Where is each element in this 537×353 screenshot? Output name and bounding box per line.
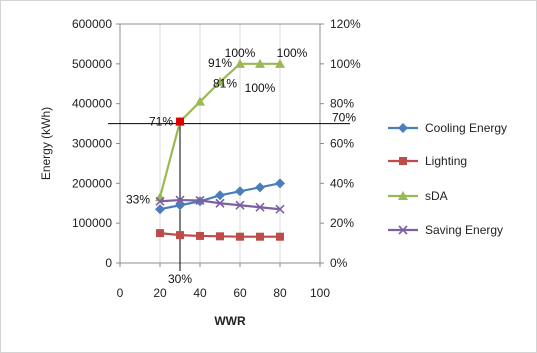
data-point-saving-energy [175, 195, 185, 205]
legend: Cooling Energy Lighting sDA Saving Energy [388, 121, 507, 237]
x-tick-label: 20 [153, 286, 167, 300]
legend-swatch-marker [398, 225, 408, 235]
left-tick-label: 200000 [72, 176, 112, 190]
data-point-sda [195, 96, 205, 106]
data-point-saving-energy [155, 196, 165, 206]
data-point-cooling-energy [275, 178, 285, 189]
right-axis-ticks: 0% 20% 40% 60% 80% 100% 120% [320, 17, 361, 270]
x-tick-label: 100 [310, 286, 330, 300]
right-tick-label: 60% [330, 137, 354, 151]
data-point-lighting [256, 232, 264, 241]
x-axis-ticks: 0 20 40 60 80 100 [117, 263, 330, 300]
series-lighting [156, 229, 284, 241]
data-point-saving-energy [215, 198, 225, 208]
left-tick-label: 400000 [72, 97, 112, 111]
annotation-label: 81% [213, 77, 237, 91]
data-point-cooling-energy [215, 190, 225, 201]
annotation-label: 100% [245, 81, 276, 95]
x-tick-label: 40 [193, 286, 207, 300]
legend-item-cooling-energy: Cooling Energy [388, 121, 507, 135]
x-tick-label: 0 [117, 286, 124, 300]
legend-swatch-marker-stroke [398, 225, 408, 235]
highlight-point [176, 117, 184, 126]
left-tick-label: 500000 [72, 57, 112, 71]
left-tick-label: 0 [105, 256, 112, 270]
data-point-saving-energy [195, 195, 205, 206]
right-tick-label: 20% [330, 216, 354, 230]
annotation-label: 91% [208, 56, 232, 70]
data-point-cooling-energy [155, 204, 165, 215]
reference-lines [108, 123, 350, 271]
left-tick-label: 300000 [72, 137, 112, 151]
data-point-saving-energy-stroke [235, 200, 245, 210]
data-point-lighting [176, 231, 184, 240]
data-point-cooling-energy [255, 182, 265, 193]
legend-label: Cooling Energy [425, 121, 507, 135]
data-annotations: 33%71%81%91%100%100%100%70%30% [126, 46, 356, 286]
legend-item-sda: sDA [388, 189, 448, 203]
legend-item-saving-energy: Saving Energy [388, 223, 503, 237]
annotation-label: 33% [126, 192, 150, 206]
data-point-saving-energy-stroke [155, 196, 165, 206]
data-point-lighting [276, 232, 284, 241]
annotation-label: 100% [225, 46, 256, 60]
x-tick-label: 80 [273, 286, 287, 300]
x-axis-title: WWR [214, 314, 246, 328]
right-tick-label: 80% [330, 97, 354, 111]
data-point-lighting [236, 232, 244, 241]
data-point-saving-energy [235, 200, 245, 210]
x-tick-label: 60 [233, 286, 247, 300]
data-point-sda [255, 58, 265, 68]
right-tick-label: 40% [330, 176, 354, 190]
legend-swatch-marker [398, 191, 408, 200]
legend-swatch-marker [399, 157, 407, 165]
series-saving-energy [155, 195, 285, 214]
data-point-sda [215, 76, 225, 86]
annotation-label: 100% [277, 46, 308, 60]
data-point-saving-energy-stroke [175, 195, 185, 205]
legend-label: Saving Energy [425, 223, 503, 237]
right-tick-label: 120% [330, 17, 361, 31]
data-point-lighting [196, 231, 204, 240]
y-axis-title: Energy (kWh) [39, 107, 53, 180]
legend-label: sDA [425, 189, 448, 203]
left-tick-label: 100000 [72, 216, 112, 230]
annotation-label: 71% [149, 115, 173, 129]
data-point-saving-energy-stroke [255, 202, 265, 212]
right-tick-label: 100% [330, 57, 361, 71]
data-point-sda [235, 58, 245, 68]
data-point-saving-energy-stroke [195, 195, 205, 206]
legend-label: Lighting [425, 154, 467, 168]
annotation-label: 30% [168, 272, 192, 286]
data-point-saving-energy-stroke [215, 198, 225, 208]
data-series [155, 58, 285, 241]
legend-swatch-marker [398, 123, 408, 133]
data-point-lighting [216, 232, 224, 241]
data-point-saving-energy [255, 202, 265, 212]
data-point-saving-energy [275, 204, 285, 214]
data-point-saving-energy-stroke [275, 204, 285, 214]
data-point-lighting [156, 229, 164, 238]
legend-item-lighting: Lighting [388, 154, 467, 168]
left-axis-ticks: 0 100000 200000 300000 400000 500000 600000 [72, 17, 120, 270]
data-point-cooling-energy [235, 186, 245, 197]
data-point-cooling-energy [175, 200, 185, 211]
data-point-sda [275, 58, 285, 68]
annotation-label: 70% [332, 111, 356, 125]
right-tick-label: 0% [330, 256, 348, 270]
left-tick-label: 600000 [72, 17, 112, 31]
